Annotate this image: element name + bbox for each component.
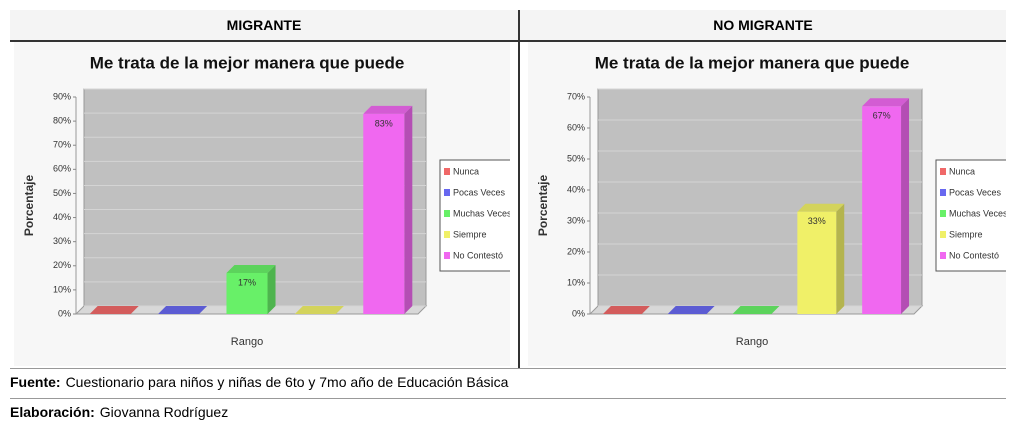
legend-swatch	[940, 189, 946, 196]
legend-label: No Contestó	[453, 250, 503, 260]
y-tick-label: 0%	[572, 308, 585, 318]
source-label: Fuente:	[10, 374, 61, 390]
x-axis-label: Rango	[231, 336, 263, 348]
legend-label: Nunca	[453, 166, 479, 176]
bar	[226, 273, 268, 314]
bar-top	[797, 203, 845, 212]
legend-label: Pocas Veces	[949, 187, 1002, 197]
legend-swatch	[940, 231, 946, 238]
value-label: 83%	[375, 118, 393, 128]
value-label: 17%	[238, 277, 256, 287]
y-tick-label: 20%	[53, 260, 71, 270]
y-tick-label: 60%	[567, 122, 585, 132]
y-tick-label: 40%	[567, 184, 585, 194]
legend-label: Siempre	[949, 229, 983, 239]
legend-label: Nunca	[949, 166, 975, 176]
source-line: Fuente: Cuestionario para niños y niñas d…	[10, 368, 1006, 395]
legend-box	[439, 159, 513, 272]
y-tick-label: 0%	[58, 308, 71, 318]
bar-side	[836, 203, 845, 314]
chart: Me trata de la mejor manera que puede 0% 1…	[14, 42, 513, 366]
legend-label: Muchas Veces	[453, 208, 510, 218]
y-tick-label: 30%	[53, 236, 71, 246]
legend-swatch	[940, 168, 946, 175]
legend-swatch	[444, 231, 450, 238]
legend-label: Siempre	[453, 229, 487, 239]
legend-label: Pocas Veces	[453, 187, 506, 197]
chart-title: Me trata de la mejor manera que puede	[595, 53, 910, 72]
bar-top	[363, 105, 413, 114]
y-tick-label: 90%	[53, 91, 71, 101]
legend-swatch	[444, 252, 450, 259]
bar-side	[404, 105, 413, 314]
value-label: 33%	[808, 216, 826, 226]
bar-side	[901, 98, 910, 314]
bar-top	[226, 265, 276, 274]
chart-title: Me trata de la mejor manera que puede	[90, 53, 405, 72]
y-tick-label: 10%	[567, 277, 585, 287]
bar	[797, 211, 837, 314]
y-tick-label: 70%	[567, 91, 585, 101]
x-axis-label: Rango	[736, 336, 768, 348]
bar-top	[89, 306, 139, 314]
y-tick-label: 70%	[53, 140, 71, 150]
legend-swatch	[940, 252, 946, 259]
y-tick-label: 60%	[53, 164, 71, 174]
legend-label: No Contestó	[949, 250, 999, 260]
y-axis-label: Porcentaje	[22, 174, 36, 236]
chart: Me trata de la mejor manera que puede 0% 1…	[528, 42, 1009, 366]
bar-top	[732, 306, 780, 314]
value-label: 67%	[873, 111, 891, 121]
credit-line: Elaboración: Giovanna Rodríguez	[10, 398, 1006, 425]
y-tick-label: 50%	[53, 188, 71, 198]
legend-swatch	[444, 189, 450, 196]
bar-side	[267, 265, 276, 314]
y-tick-label: 40%	[53, 212, 71, 222]
source-text: Cuestionario para niños y niñas de 6to y…	[65, 374, 509, 390]
chart-cell: Me trata de la mejor manera que puede 0% 1…	[14, 42, 513, 366]
bar-top	[862, 98, 910, 107]
credit-text: Giovanna Rodríguez	[99, 404, 229, 420]
legend-label: Muchas Veces	[949, 208, 1006, 218]
y-axis-label: Porcentaje	[536, 174, 550, 236]
column-header: MIGRANTE	[10, 10, 518, 42]
legend-box	[935, 159, 1009, 272]
bar-top	[158, 306, 208, 314]
legend-swatch	[444, 168, 450, 175]
bar-top	[294, 306, 344, 314]
y-tick-label: 10%	[53, 284, 71, 294]
bar-top	[602, 306, 650, 314]
bar	[363, 113, 405, 314]
y-tick-label: 30%	[567, 215, 585, 225]
y-tick-label: 20%	[567, 246, 585, 256]
column-header: NO MIGRANTE	[520, 10, 1006, 42]
chart-cell: Me trata de la mejor manera que puede 0% 1…	[528, 42, 1009, 366]
y-tick-label: 50%	[567, 153, 585, 163]
bar	[862, 106, 902, 314]
legend-swatch	[940, 210, 946, 217]
divider	[518, 10, 520, 368]
credit-label: Elaboración:	[10, 404, 95, 420]
y-tick-label: 80%	[53, 115, 71, 125]
bar-top	[667, 306, 715, 314]
legend-swatch	[444, 210, 450, 217]
